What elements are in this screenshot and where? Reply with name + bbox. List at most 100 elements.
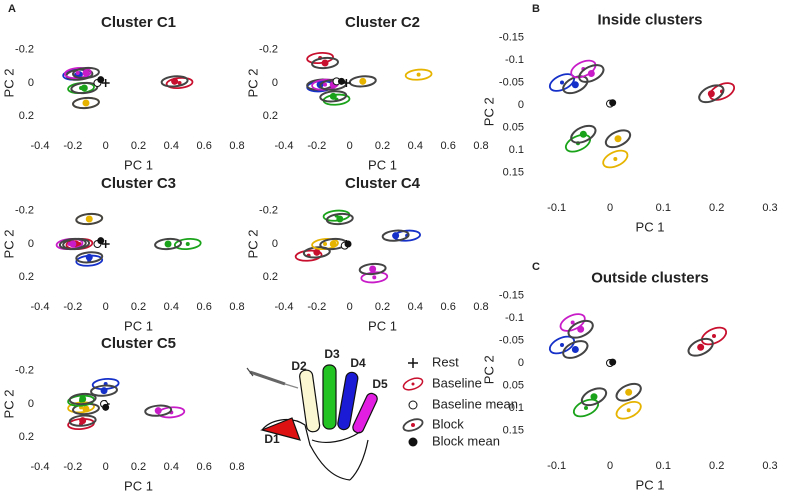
block-ellipse <box>687 337 714 357</box>
baseline-point <box>323 242 328 246</box>
x-tick-label: 0 <box>103 461 109 473</box>
baseline-point <box>712 334 716 338</box>
x-tick-label: 0.8 <box>229 301 244 313</box>
block-point <box>614 135 622 143</box>
x-tick-label: -0.4 <box>275 140 294 152</box>
x-tick-label: -0.2 <box>63 140 82 152</box>
x-tick-label: 0 <box>607 202 613 214</box>
legend-entry: Block mean <box>432 433 500 448</box>
legend-entry: Baseline mean <box>432 396 518 411</box>
chart-title: Cluster C1 <box>101 14 176 31</box>
y-tick-label: 0 <box>28 238 34 250</box>
chart-title: Cluster C5 <box>101 335 176 352</box>
x-axis-label: PC 1 <box>636 219 665 234</box>
x-tick-label: 0 <box>103 301 109 313</box>
block-point <box>164 240 172 248</box>
x-tick-label: -0.2 <box>63 301 82 313</box>
x-tick-label: 0.2 <box>375 301 390 313</box>
block-point <box>100 387 108 395</box>
block-point <box>579 130 587 138</box>
block-point <box>82 69 90 77</box>
x-tick-label: -0.4 <box>31 461 50 473</box>
y-axis-label: PC 2 <box>245 69 260 98</box>
panel-label: B <box>532 3 540 15</box>
y-tick-label: -0.2 <box>15 205 34 217</box>
y-tick-label: 0.2 <box>263 110 278 122</box>
block-ellipse <box>319 90 348 103</box>
y-tick-label: 0.1 <box>509 144 524 156</box>
legend-symbols <box>402 358 424 447</box>
baseline-point <box>626 408 631 413</box>
y-tick-label: 0 <box>28 77 34 89</box>
block-point <box>313 248 321 256</box>
x-tick-label: 0.6 <box>197 301 212 313</box>
block-point <box>697 343 705 351</box>
x-tick-label: 0.6 <box>441 301 456 313</box>
block-point <box>336 215 344 223</box>
baseline-ellipse <box>559 313 586 332</box>
block-ellipse <box>72 66 100 80</box>
y-tick-label: -0.2 <box>259 205 278 217</box>
x-tick-label: 0 <box>607 460 613 472</box>
x-tick-label: -0.2 <box>307 140 326 152</box>
x-tick-label: 0.4 <box>408 301 423 313</box>
block-mean <box>102 403 110 411</box>
y-axis-label: PC 2 <box>1 230 16 259</box>
baseline-point <box>323 82 328 87</box>
y-tick-label: -0.2 <box>15 365 34 377</box>
panel-label: C <box>532 261 540 273</box>
block-point <box>571 346 579 353</box>
x-tick-label: -0.2 <box>307 301 326 313</box>
x-tick-label: 0.3 <box>762 202 777 214</box>
digit-label: D5 <box>372 377 388 391</box>
block-mean <box>97 76 105 84</box>
block-ellipse <box>580 387 608 407</box>
y-tick-label: 0 <box>272 238 278 250</box>
y-axis-label: PC 2 <box>245 230 260 259</box>
x-tick-label: -0.1 <box>547 460 566 472</box>
baseline-point <box>570 320 575 325</box>
block-ellipse <box>604 129 632 149</box>
block-point <box>69 240 77 248</box>
chart-title: Cluster C3 <box>101 175 176 192</box>
x-tick-label: 0 <box>347 140 353 152</box>
y-axis-label: PC 2 <box>1 390 16 419</box>
block-ellipse <box>160 75 189 88</box>
baseline-point <box>416 72 421 77</box>
baseline-point <box>584 406 588 410</box>
block-point <box>329 240 337 248</box>
block-ellipse <box>154 237 183 251</box>
block-ellipse <box>578 64 605 83</box>
baseline-ellipse <box>306 51 334 65</box>
chart-title: Inside clusters <box>597 11 702 28</box>
block-point <box>79 417 87 425</box>
x-tick-label: -0.4 <box>275 301 294 313</box>
x-tick-label: -0.2 <box>63 461 82 473</box>
baseline-ellipse <box>404 68 433 81</box>
y-tick-label: 0.15 <box>503 166 524 178</box>
block-ellipse <box>75 212 104 226</box>
block-point <box>85 215 93 223</box>
block-point <box>80 84 88 92</box>
x-tick-label: -0.4 <box>31 140 50 152</box>
block-ellipse <box>302 246 331 259</box>
baseline-ellipse <box>700 326 728 346</box>
block-point <box>590 393 598 401</box>
block-ellipse <box>325 212 354 226</box>
x-tick-label: 0.2 <box>131 301 146 313</box>
x-tick-label: 0.4 <box>408 140 423 152</box>
y-tick-label: 0.2 <box>19 110 34 122</box>
x-axis-label: PC 1 <box>124 478 153 491</box>
block-point <box>82 405 90 413</box>
block-point <box>625 388 633 396</box>
block-point <box>79 395 87 403</box>
y-tick-label: -0.1 <box>505 312 524 324</box>
block-mean <box>609 358 617 366</box>
rest-marker <box>101 79 110 87</box>
block-mean <box>337 77 345 85</box>
legend-entry: Block <box>432 416 464 431</box>
y-tick-label: 0.15 <box>503 424 524 436</box>
x-tick-label: 0.8 <box>229 461 244 473</box>
x-tick-label: 0.2 <box>131 461 146 473</box>
x-tick-label: 0.4 <box>164 461 179 473</box>
